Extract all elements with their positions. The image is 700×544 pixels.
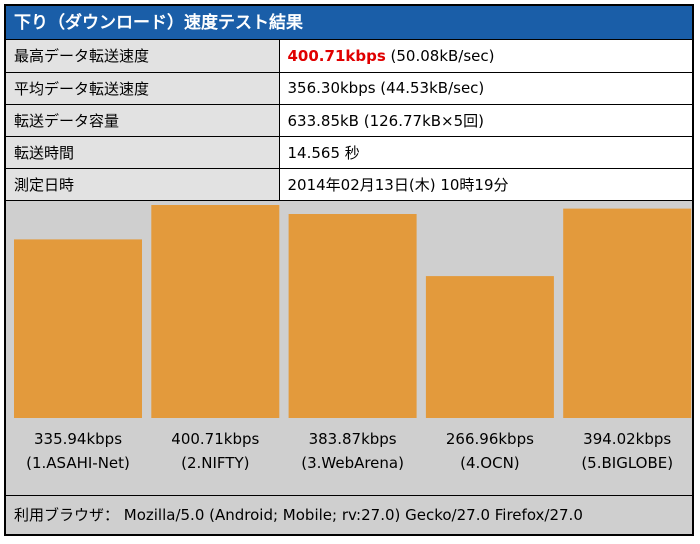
bar-category-label: (4.OCN) — [460, 454, 520, 472]
bar-value-label: 266.96kbps — [446, 430, 534, 448]
bar-value-label: 400.71kbps — [171, 430, 259, 448]
max-speed-detail: (50.08kB/sec) — [385, 46, 495, 65]
row-label-data-volume: 転送データ容量 — [6, 103, 280, 137]
speed-test-panel: 下り（ダウンロード）速度テスト結果 最高データ転送速度 400.71kbps (… — [4, 4, 694, 536]
row-value-max-speed: 400.71kbps (50.08kB/sec) — [278, 40, 692, 73]
table-row: 転送データ容量 633.85kB (126.77kB×5回) — [6, 103, 692, 137]
row-value-data-volume: 633.85kB (126.77kB×5回) — [278, 103, 692, 137]
bar-value-label: 394.02kbps — [583, 430, 671, 448]
row-label-transfer-time: 転送時間 — [6, 135, 280, 169]
row-label-measured-at: 測定日時 — [6, 167, 280, 201]
row-value-transfer-time: 14.565 秒 — [278, 135, 692, 169]
bar-3.WebArena — [288, 213, 417, 418]
bar-category-label: (5.BIGLOBE) — [581, 454, 673, 472]
bar-category-label: (1.ASAHI-Net) — [26, 454, 130, 472]
row-value-avg-speed: 356.30kbps (44.53kB/sec) — [278, 71, 692, 105]
row-value-measured-at: 2014年02月13日(木) 10時19分 — [278, 167, 692, 201]
bar-category-label: (3.WebArena) — [301, 454, 404, 472]
table-row: 転送時間 14.565 秒 — [6, 135, 692, 169]
bar-value-label: 383.87kbps — [309, 430, 397, 448]
panel-title: 下り（ダウンロード）速度テスト結果 — [6, 6, 692, 40]
table-row: 最高データ転送速度 400.71kbps (50.08kB/sec) — [6, 40, 692, 73]
table-row: 測定日時 2014年02月13日(木) 10時19分 — [6, 167, 692, 201]
bar-category-label: (2.NIFTY) — [181, 454, 249, 472]
max-speed-highlight: 400.71kbps — [287, 46, 386, 65]
row-label-avg-speed: 平均データ転送速度 — [6, 71, 280, 105]
browser-info: 利用ブラウザ： Mozilla/5.0 (Android; Mobile; rv… — [6, 495, 692, 534]
bar-chart-area: 335.94kbps (1.ASAHI-Net) 400.71kbps (2.NIFT… — [6, 200, 692, 491]
bar-1.ASAHI-Net — [14, 238, 142, 418]
table-row: 平均データ転送速度 356.30kbps (44.53kB/sec) — [6, 71, 692, 105]
bar-chart: 335.94kbps (1.ASAHI-Net) 400.71kbps (2.NIFT… — [14, 204, 692, 472]
results-table: 最高データ転送速度 400.71kbps (50.08kB/sec) 平均データ… — [6, 40, 692, 201]
bar-value-label: 335.94kbps — [34, 430, 122, 448]
bar-4.OCN — [425, 275, 554, 418]
row-label-max-speed: 最高データ転送速度 — [6, 40, 280, 73]
bar-5.BIGLOBE — [563, 208, 692, 418]
bar-2.NIFTY — [151, 204, 280, 418]
